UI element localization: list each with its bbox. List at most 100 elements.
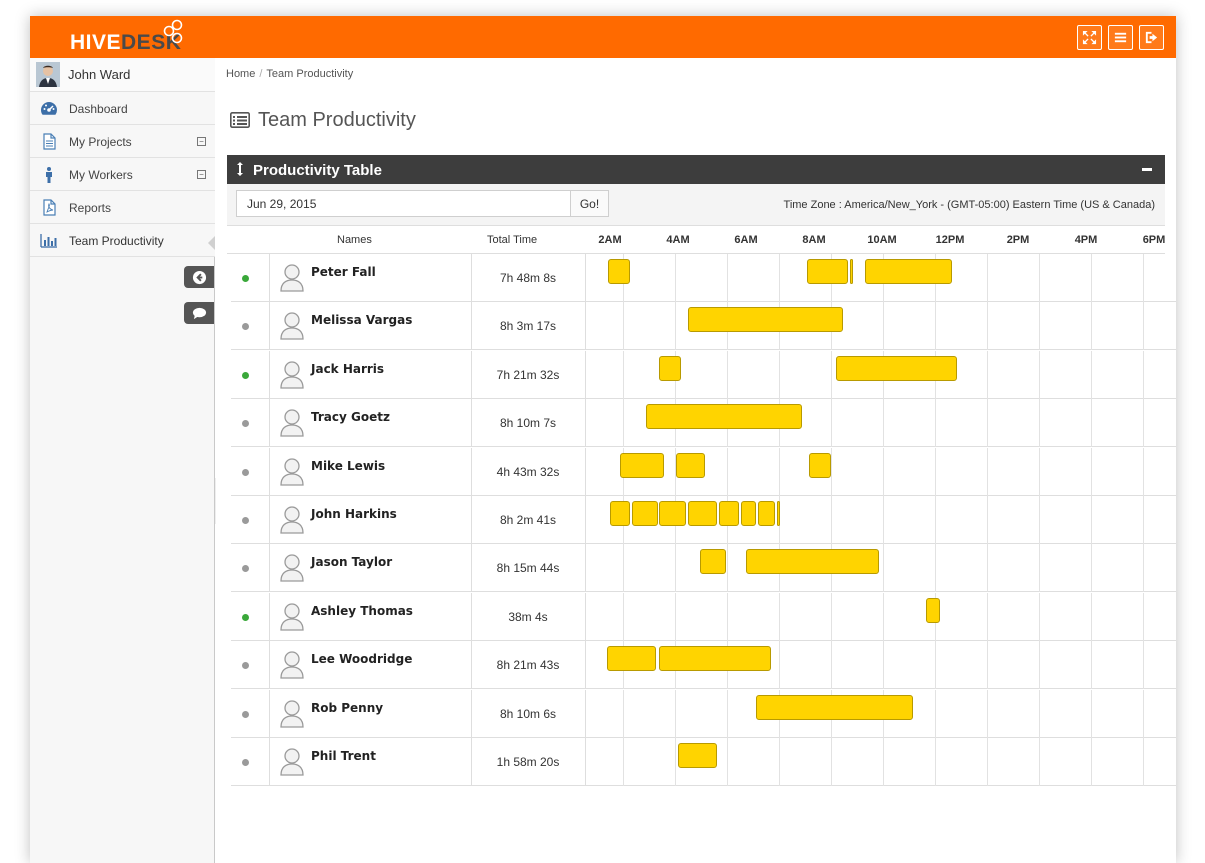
grid-line xyxy=(1039,689,1040,738)
worker-name[interactable]: Peter Fall xyxy=(311,265,376,279)
session-bar[interactable] xyxy=(757,501,775,526)
session-bar[interactable] xyxy=(865,259,952,284)
column-divider xyxy=(269,592,270,641)
session-bar[interactable] xyxy=(620,452,665,478)
session-bar[interactable] xyxy=(659,355,682,381)
grid-line xyxy=(831,592,832,641)
table-row[interactable]: Rob Penny 8h 10m 6s xyxy=(231,689,1176,738)
grid-line xyxy=(779,447,780,496)
avatar xyxy=(36,62,60,87)
worker-name[interactable]: John Harkins xyxy=(311,507,397,521)
total-time: 7h 48m 8s xyxy=(499,271,557,285)
grid-line xyxy=(1091,738,1092,786)
column-divider xyxy=(471,399,472,448)
column-divider xyxy=(585,350,586,399)
time-label: 4AM xyxy=(666,234,690,246)
grid-line xyxy=(987,641,988,690)
session-bar[interactable] xyxy=(700,549,726,575)
grid-line xyxy=(935,496,936,544)
expand-toggle-icon[interactable]: − xyxy=(197,170,206,179)
collapse-sidebar-button[interactable] xyxy=(184,266,214,288)
table-row[interactable]: Mike Lewis 4h 43m 32s xyxy=(231,447,1176,496)
grid-line xyxy=(1039,592,1040,641)
table-row[interactable]: Jason Taylor 8h 15m 44s xyxy=(231,544,1176,593)
table-row[interactable]: Ashley Thomas 38m 4s xyxy=(231,592,1176,641)
column-divider xyxy=(471,592,472,641)
total-time: 8h 2m 41s xyxy=(499,513,557,527)
date-input[interactable] xyxy=(236,190,571,217)
sidebar-item-my-workers[interactable]: My Workers − xyxy=(30,158,215,191)
session-bar[interactable] xyxy=(849,259,853,284)
session-bar[interactable] xyxy=(659,501,687,526)
grid-line xyxy=(727,592,728,641)
breadcrumb: Home / Team Productivity xyxy=(226,68,353,80)
sidebar-item-team-productivity[interactable]: Team Productivity xyxy=(30,224,215,257)
session-bar[interactable] xyxy=(808,452,831,478)
session-bar[interactable] xyxy=(610,501,631,526)
worker-name[interactable]: Jason Taylor xyxy=(311,555,393,570)
worker-name[interactable]: Melissa Vargas xyxy=(311,313,413,328)
grid-line xyxy=(883,399,884,448)
session-bar[interactable] xyxy=(746,549,879,575)
worker-name[interactable]: Lee Woodridge xyxy=(311,652,413,667)
grid-line xyxy=(935,738,936,786)
fullscreen-button[interactable] xyxy=(1077,25,1102,50)
column-divider xyxy=(269,544,270,593)
worker-name[interactable]: Rob Penny xyxy=(311,700,384,715)
grid-line xyxy=(675,302,676,351)
session-bar[interactable] xyxy=(807,259,848,284)
worker-name[interactable]: Tracy Goetz xyxy=(311,410,390,425)
breadcrumb-home-link[interactable]: Home xyxy=(226,68,256,80)
table-row[interactable]: Phil Trent 1h 58m 20s xyxy=(231,738,1176,786)
worker-name[interactable]: Phil Trent xyxy=(311,749,376,763)
user-profile[interactable]: John Ward xyxy=(30,58,215,92)
sidebar-item-dashboard[interactable]: Dashboard xyxy=(30,92,215,125)
main-content: Home / Team Productivity Team Productivity… xyxy=(216,58,1176,863)
hivedesk-logo[interactable]: HIVEDESK xyxy=(70,31,181,55)
grid-line xyxy=(1039,641,1040,690)
expand-toggle-icon[interactable]: − xyxy=(197,137,206,146)
logout-button[interactable] xyxy=(1139,25,1164,50)
grid-line xyxy=(1039,399,1040,448)
grid-line xyxy=(1143,738,1144,786)
worker-name[interactable]: Mike Lewis xyxy=(311,458,386,473)
table-row[interactable]: Lee Woodridge 8h 21m 43s xyxy=(231,641,1176,690)
session-bar[interactable] xyxy=(718,501,740,526)
chat-button[interactable] xyxy=(184,302,214,324)
table-row[interactable]: John Harkins 8h 2m 41s xyxy=(231,496,1176,544)
sidebar-item-my-projects[interactable]: My Projects − xyxy=(30,125,215,158)
grid-line xyxy=(987,544,988,593)
panel-collapse-button[interactable] xyxy=(1139,161,1155,177)
session-bar[interactable] xyxy=(659,646,772,672)
arrow-left-circle-icon xyxy=(192,270,206,284)
column-divider xyxy=(269,689,270,738)
session-bar[interactable] xyxy=(678,743,718,768)
go-button[interactable]: Go! xyxy=(570,190,609,217)
session-bar[interactable] xyxy=(645,404,803,430)
panel-title: Productivity Table xyxy=(253,162,382,179)
session-bar[interactable] xyxy=(688,501,718,526)
table-row[interactable]: Tracy Goetz 8h 10m 7s xyxy=(231,399,1176,448)
menu-button[interactable] xyxy=(1108,25,1133,50)
session-bar[interactable] xyxy=(632,501,658,526)
worker-name[interactable]: Jack Harris xyxy=(311,361,385,376)
grid-line xyxy=(935,302,936,351)
session-bar[interactable] xyxy=(776,501,780,526)
session-bar[interactable] xyxy=(926,597,940,623)
session-bar[interactable] xyxy=(836,355,957,381)
worker-name[interactable]: Ashley Thomas xyxy=(311,603,413,618)
status-dot-icon xyxy=(242,420,249,428)
table-row[interactable]: Jack Harris 7h 21m 32s xyxy=(231,350,1176,399)
table-row[interactable]: Melissa Vargas 8h 3m 17s xyxy=(231,302,1176,351)
total-time: 8h 21m 43s xyxy=(496,658,560,673)
session-bar[interactable] xyxy=(740,501,757,526)
session-bar[interactable] xyxy=(676,452,706,478)
session-bar[interactable] xyxy=(756,694,913,720)
grid-line xyxy=(623,592,624,641)
session-bar[interactable] xyxy=(688,307,843,333)
sidebar-item-reports[interactable]: Reports xyxy=(30,191,215,224)
session-bar[interactable] xyxy=(608,259,631,284)
table-row[interactable]: Peter Fall 7h 48m 8s xyxy=(231,254,1176,302)
total-time: 8h 10m 6s xyxy=(499,706,557,721)
session-bar[interactable] xyxy=(606,646,656,672)
